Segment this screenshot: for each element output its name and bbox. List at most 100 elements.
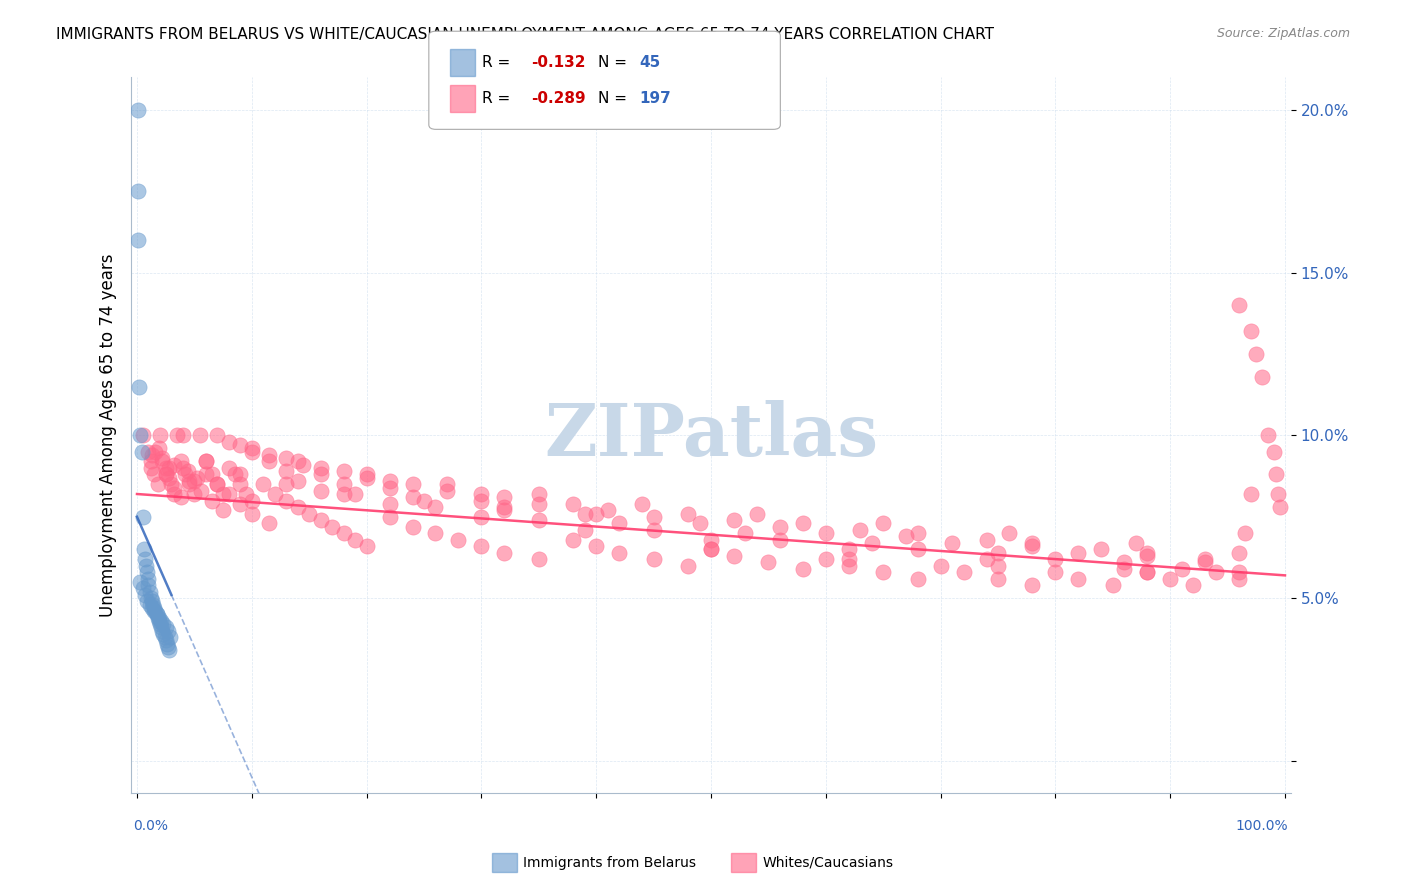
Point (139, 461, 162, 475)
Point (470, 509, 492, 524)
Point (141, 448, 163, 462)
Point (1125, 536, 1147, 550)
Point (142, 598, 165, 612)
Point (186, 471, 208, 485)
Point (1045, 552, 1067, 566)
Point (145, 607, 167, 622)
Point (860, 536, 883, 550)
Point (127, 185, 149, 199)
Point (257, 448, 280, 462)
Point (401, 477, 423, 491)
Point (148, 442, 170, 456)
Point (643, 509, 665, 524)
Point (148, 610, 170, 624)
Point (1021, 578, 1043, 592)
Point (150, 454, 173, 468)
Point (207, 477, 229, 491)
Point (146, 477, 169, 491)
Point (229, 467, 252, 482)
Point (132, 428, 155, 442)
Point (643, 523, 665, 537)
Point (894, 529, 917, 543)
Point (1067, 545, 1090, 559)
Point (814, 552, 837, 566)
Point (1114, 562, 1136, 576)
Point (136, 594, 159, 608)
Point (128, 379, 150, 393)
Point (527, 487, 550, 501)
Point (1159, 572, 1181, 586)
Point (872, 516, 894, 531)
Point (470, 493, 492, 508)
Point (177, 477, 200, 491)
Point (136, 565, 159, 579)
Point (143, 604, 166, 618)
Point (792, 562, 814, 576)
Point (138, 572, 160, 586)
Point (1067, 572, 1090, 586)
Point (332, 464, 354, 478)
Point (470, 487, 492, 501)
Point (229, 497, 252, 511)
Point (998, 526, 1021, 541)
Point (155, 467, 177, 482)
Text: -0.132: -0.132 (531, 55, 586, 70)
Point (127, 103, 149, 117)
Text: 197: 197 (640, 91, 672, 105)
Point (298, 507, 321, 521)
Point (163, 458, 186, 472)
Point (135, 558, 157, 573)
Point (155, 620, 177, 634)
Point (769, 533, 792, 547)
Point (676, 507, 699, 521)
Point (1263, 444, 1285, 458)
Point (169, 490, 191, 504)
Text: 45: 45 (640, 55, 661, 70)
Point (172, 461, 194, 475)
Text: Source: ZipAtlas.com: Source: ZipAtlas.com (1216, 27, 1350, 40)
Point (129, 574, 152, 589)
Point (194, 454, 217, 468)
Point (157, 461, 180, 475)
Point (309, 513, 332, 527)
Point (127, 233, 149, 247)
Point (723, 513, 745, 527)
Point (1246, 347, 1268, 361)
Point (1227, 298, 1250, 312)
Point (132, 509, 155, 524)
Point (141, 594, 163, 608)
Text: Immigrants from Belarus: Immigrants from Belarus (523, 855, 696, 870)
Point (425, 526, 447, 541)
Point (413, 493, 436, 508)
Point (1170, 562, 1192, 576)
Point (163, 487, 186, 501)
Point (596, 503, 619, 517)
Point (174, 467, 197, 482)
Point (574, 507, 596, 521)
Point (447, 533, 470, 547)
Text: R =: R = (482, 55, 510, 70)
Point (240, 493, 263, 508)
Point (494, 503, 516, 517)
Point (676, 558, 699, 573)
Point (157, 643, 180, 657)
Point (356, 467, 378, 482)
Point (344, 487, 367, 501)
Point (952, 565, 974, 579)
Text: Whites/Caucasians: Whites/Caucasians (762, 855, 893, 870)
Point (631, 497, 654, 511)
Point (1227, 565, 1250, 579)
Point (139, 591, 162, 606)
Point (149, 428, 172, 442)
Point (344, 533, 367, 547)
Point (1251, 369, 1274, 384)
Point (1021, 539, 1043, 553)
Point (240, 442, 263, 456)
Point (143, 604, 166, 618)
Point (229, 477, 252, 491)
Point (332, 526, 354, 541)
Point (155, 467, 177, 482)
Point (987, 572, 1010, 586)
Point (700, 533, 723, 547)
Point (224, 467, 246, 482)
